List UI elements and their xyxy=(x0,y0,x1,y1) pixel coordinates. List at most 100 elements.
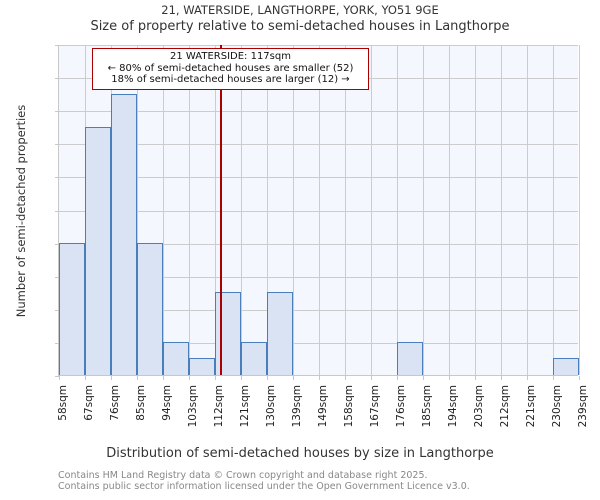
grid-line-horizontal xyxy=(59,111,578,113)
y-tick-mark xyxy=(55,276,59,278)
histogram-bar xyxy=(111,93,137,375)
y-tick-mark xyxy=(55,210,59,212)
grid-line-horizontal xyxy=(59,309,578,311)
x-tick-label: 212sqm xyxy=(499,385,511,428)
x-tick-mark xyxy=(475,376,476,380)
x-tick-mark xyxy=(241,376,242,380)
grid-line-vertical xyxy=(449,45,450,375)
x-tick-label: 139sqm xyxy=(291,385,303,428)
footer-line-1: Contains HM Land Registry data © Crown c… xyxy=(58,470,428,481)
grid-line-horizontal xyxy=(59,243,578,245)
x-tick-label: 230sqm xyxy=(551,385,563,428)
y-tick-mark xyxy=(55,45,59,46)
annotation-line-3: 18% of semi-detached houses are larger (… xyxy=(111,74,350,85)
x-tick-label: 194sqm xyxy=(447,385,459,428)
property-size-marker-line xyxy=(220,45,223,375)
grid-line-horizontal xyxy=(59,144,578,146)
histogram-bar xyxy=(267,292,293,375)
y-tick-mark xyxy=(55,243,59,245)
x-tick-label: 94sqm xyxy=(161,385,173,421)
y-axis-label: Number of semi-detached properties xyxy=(14,45,28,376)
x-tick-label: 167sqm xyxy=(369,385,381,428)
x-tick-mark xyxy=(189,376,190,380)
grid-line-vertical xyxy=(527,45,528,375)
histogram-bar xyxy=(137,242,163,375)
x-tick-label: 58sqm xyxy=(57,385,69,421)
x-tick-label: 130sqm xyxy=(265,385,277,428)
y-tick-mark xyxy=(55,144,59,146)
x-tick-label: 103sqm xyxy=(187,385,199,428)
chart-title-secondary: Size of property relative to semi-detach… xyxy=(90,19,510,34)
grid-line-vertical xyxy=(137,45,138,375)
x-tick-mark xyxy=(293,376,294,380)
x-tick-mark xyxy=(111,376,112,380)
x-tick-mark xyxy=(85,376,86,380)
x-tick-label: 121sqm xyxy=(239,385,251,428)
x-tick-mark xyxy=(267,376,268,380)
x-tick-label: 112sqm xyxy=(213,385,225,428)
grid-line-vertical xyxy=(423,45,424,375)
x-tick-label: 76sqm xyxy=(109,385,121,421)
x-tick-mark xyxy=(423,376,424,380)
x-tick-mark xyxy=(163,376,164,380)
x-tick-label: 67sqm xyxy=(83,385,95,421)
x-tick-mark xyxy=(319,376,320,380)
y-tick-mark xyxy=(55,78,59,80)
grid-line-vertical xyxy=(579,45,580,375)
annotation-line-1: 21 WATERSIDE: 117sqm xyxy=(170,51,291,62)
grid-line-vertical xyxy=(501,45,502,375)
y-tick-mark xyxy=(55,342,59,344)
grid-line-horizontal xyxy=(59,342,578,344)
chart-title-primary: 21, WATERSIDE, LANGTHORPE, YORK, YO51 9G… xyxy=(161,3,439,17)
y-axis-label-text: Number of semi-detached properties xyxy=(14,104,28,317)
x-tick-mark xyxy=(397,376,398,380)
footer-line-2: Contains public sector information licen… xyxy=(58,481,470,492)
grid-line-vertical xyxy=(293,45,294,375)
grid-line-vertical xyxy=(215,45,216,375)
histogram-bar xyxy=(163,341,189,375)
x-tick-label: 158sqm xyxy=(343,385,355,428)
x-tick-mark xyxy=(553,376,554,380)
x-tick-mark xyxy=(579,376,580,380)
grid-line-vertical xyxy=(241,45,242,375)
y-tick-mark xyxy=(55,177,59,179)
x-tick-mark xyxy=(449,376,450,380)
plot-area: 0246810121416182058sqm67sqm76sqm85sqm94s… xyxy=(55,45,589,427)
grid-line-vertical xyxy=(319,45,320,375)
x-tick-label: 149sqm xyxy=(317,385,329,428)
chart-title-block: 21, WATERSIDE, LANGTHORPE, YORK, YO51 9G… xyxy=(0,3,600,36)
x-tick-mark xyxy=(527,376,528,380)
x-tick-label: 239sqm xyxy=(577,385,589,428)
grid-line-vertical xyxy=(345,45,346,375)
grid-line-horizontal xyxy=(59,210,578,212)
x-tick-mark xyxy=(501,376,502,380)
histogram-bar xyxy=(241,341,267,375)
grid-line-horizontal xyxy=(59,45,578,46)
x-tick-label: 176sqm xyxy=(395,385,407,428)
x-tick-mark xyxy=(371,376,372,380)
histogram-bar xyxy=(59,242,85,375)
x-tick-label: 203sqm xyxy=(473,385,485,428)
x-tick-label: 221sqm xyxy=(525,385,537,428)
y-tick-mark xyxy=(55,376,59,377)
histogram-bar xyxy=(215,292,241,375)
grid-line-vertical xyxy=(475,45,476,375)
histogram-bar xyxy=(189,358,215,375)
grid-line-horizontal xyxy=(59,276,578,278)
grid-line-vertical xyxy=(553,45,554,375)
property-annotation-box: 21 WATERSIDE: 117sqm ← 80% of semi-detac… xyxy=(92,48,369,90)
chart-footer: Contains HM Land Registry data © Crown c… xyxy=(58,470,598,492)
x-tick-mark xyxy=(59,376,60,380)
x-tick-label: 185sqm xyxy=(421,385,433,428)
grid-line-vertical xyxy=(267,45,268,375)
histogram-bar xyxy=(85,126,111,375)
annotation-line-2: ← 80% of semi-detached houses are smalle… xyxy=(107,62,354,74)
y-tick-mark xyxy=(55,111,59,113)
histogram-bar xyxy=(553,358,579,375)
x-tick-mark xyxy=(215,376,216,380)
grid-line-vertical xyxy=(371,45,372,375)
histogram-bar xyxy=(397,341,423,375)
x-tick-mark xyxy=(137,376,138,380)
grid-line-horizontal xyxy=(59,177,578,179)
